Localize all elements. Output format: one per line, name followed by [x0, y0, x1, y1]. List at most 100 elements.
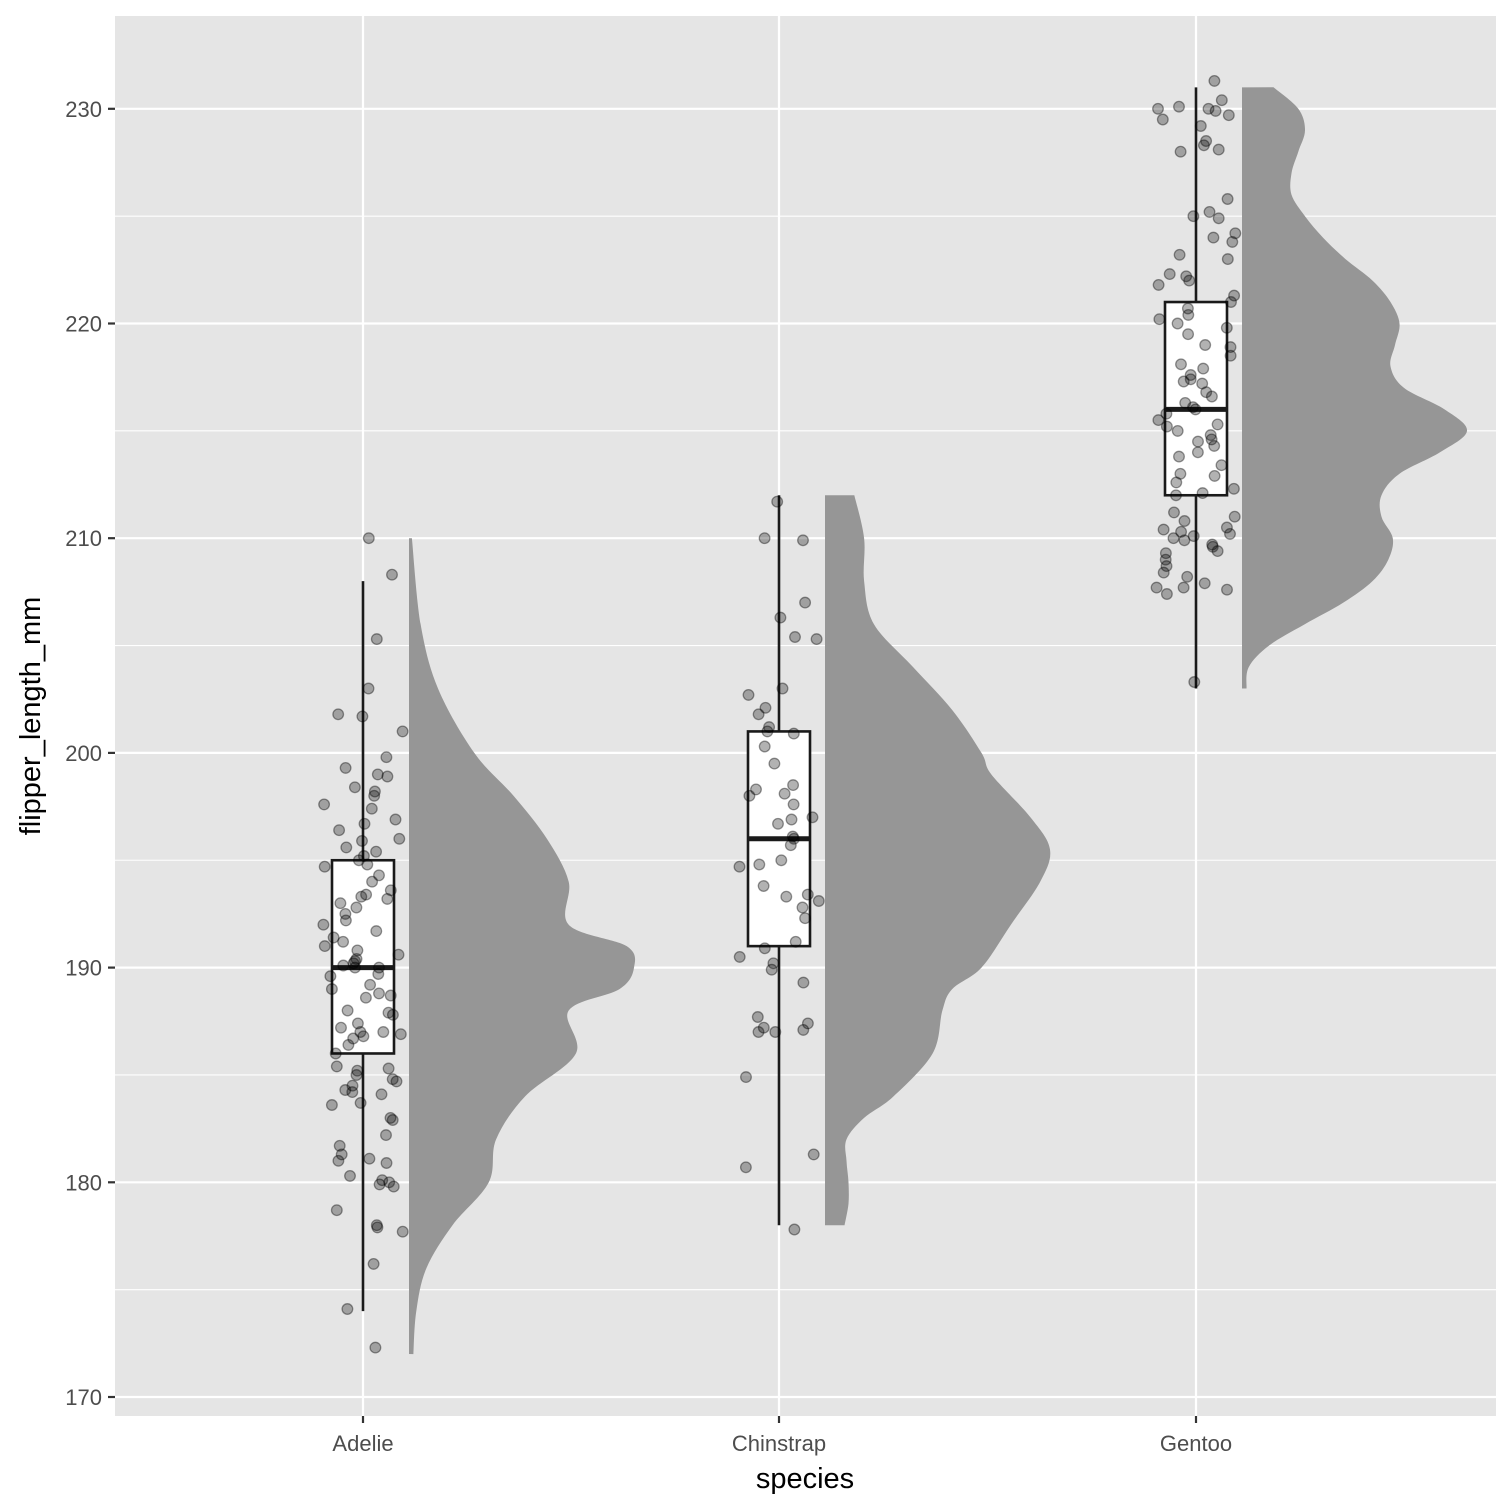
data-point	[757, 880, 770, 892]
data-point	[1227, 482, 1240, 495]
data-point	[1181, 302, 1194, 315]
data-point	[796, 901, 809, 914]
data-point	[339, 907, 352, 920]
data-point	[1182, 328, 1195, 341]
data-point	[771, 495, 784, 508]
data-point	[393, 832, 406, 845]
data-point	[786, 830, 799, 843]
data-point	[1157, 566, 1170, 579]
data-point	[381, 892, 394, 905]
data-point	[340, 841, 353, 854]
data-point	[329, 1047, 342, 1060]
x-tick-label: Adelie	[332, 1431, 393, 1456]
x-tick-label: Chinstrap	[732, 1431, 826, 1456]
data-point	[351, 944, 364, 957]
data-point	[758, 740, 771, 753]
data-point	[350, 1069, 363, 1081]
data-point	[1159, 553, 1172, 566]
data-point	[1178, 515, 1191, 527]
data-point	[355, 890, 368, 903]
data-point	[1175, 358, 1187, 371]
data-point	[346, 1079, 359, 1092]
data-point	[1224, 349, 1237, 362]
boxplots	[330, 87, 1229, 1312]
data-point	[772, 817, 784, 830]
data-point	[1170, 476, 1183, 489]
y-tick-label: 210	[65, 526, 102, 551]
data-point	[333, 824, 346, 837]
data-point	[351, 1064, 364, 1077]
data-point	[1208, 74, 1221, 87]
x-axis: Adelie Chinstrap Gentoo	[332, 1416, 1232, 1456]
data-point	[383, 1176, 396, 1189]
data-point	[1174, 145, 1187, 158]
data-point	[1184, 373, 1197, 386]
data-point	[1160, 420, 1173, 433]
data-point	[1225, 296, 1237, 308]
data-point	[396, 1225, 409, 1238]
data-point	[380, 1129, 392, 1142]
data-point	[1178, 534, 1191, 547]
data-point	[392, 948, 405, 961]
data-point	[1168, 506, 1180, 519]
data-point	[334, 897, 347, 910]
data-point	[370, 845, 383, 858]
data-point	[1206, 540, 1219, 553]
data-point	[767, 957, 780, 970]
grid-lines	[115, 16, 1496, 1416]
data-point	[752, 708, 765, 721]
data-point	[354, 1026, 367, 1038]
data-point	[337, 935, 350, 948]
data-point	[362, 532, 375, 545]
data-point	[363, 1152, 376, 1165]
data-point	[775, 854, 788, 867]
data-point	[1200, 386, 1213, 399]
data-point	[1177, 375, 1190, 388]
data-point	[1211, 545, 1224, 558]
data-point	[1215, 94, 1228, 107]
data-point	[1187, 530, 1200, 543]
data-point	[1173, 450, 1185, 463]
data-point	[758, 532, 771, 545]
data-point	[1221, 583, 1233, 596]
data-point	[324, 970, 337, 983]
data-point	[810, 633, 823, 646]
data-point	[396, 725, 409, 738]
data-point	[733, 860, 746, 873]
data-point	[787, 832, 800, 845]
y-tick-label: 180	[65, 1170, 102, 1195]
data-point	[1171, 424, 1184, 437]
data-point	[1187, 401, 1199, 414]
data-point	[377, 1026, 390, 1038]
data-point	[330, 1204, 343, 1217]
data-point	[1187, 210, 1200, 223]
data-point	[373, 1178, 386, 1191]
data-point	[337, 959, 350, 972]
data-point	[1228, 289, 1241, 302]
data-point	[367, 1257, 380, 1270]
data-point	[789, 631, 801, 643]
data-point	[743, 789, 756, 802]
box-iqr	[1163, 300, 1229, 497]
data-point	[1177, 581, 1190, 594]
data-point	[765, 963, 778, 976]
box-iqr	[330, 858, 396, 1055]
x-tick-label: Gentoo	[1160, 1431, 1232, 1456]
data-point	[1153, 313, 1166, 326]
data-point	[1152, 102, 1164, 115]
data-point	[807, 1148, 820, 1161]
data-point	[375, 1088, 388, 1101]
data-point	[1224, 341, 1237, 354]
data-point	[806, 811, 819, 824]
data-point	[371, 1221, 384, 1234]
data-point	[341, 1004, 354, 1017]
data-point	[1207, 231, 1220, 244]
data-point	[1191, 446, 1204, 459]
data-point	[1183, 274, 1196, 287]
data-point	[757, 1021, 770, 1034]
y-tick-label: 200	[65, 741, 102, 766]
data-point	[1209, 104, 1222, 117]
data-point	[1224, 527, 1236, 540]
data-point	[1203, 205, 1216, 218]
y-tick-label: 230	[65, 97, 102, 122]
